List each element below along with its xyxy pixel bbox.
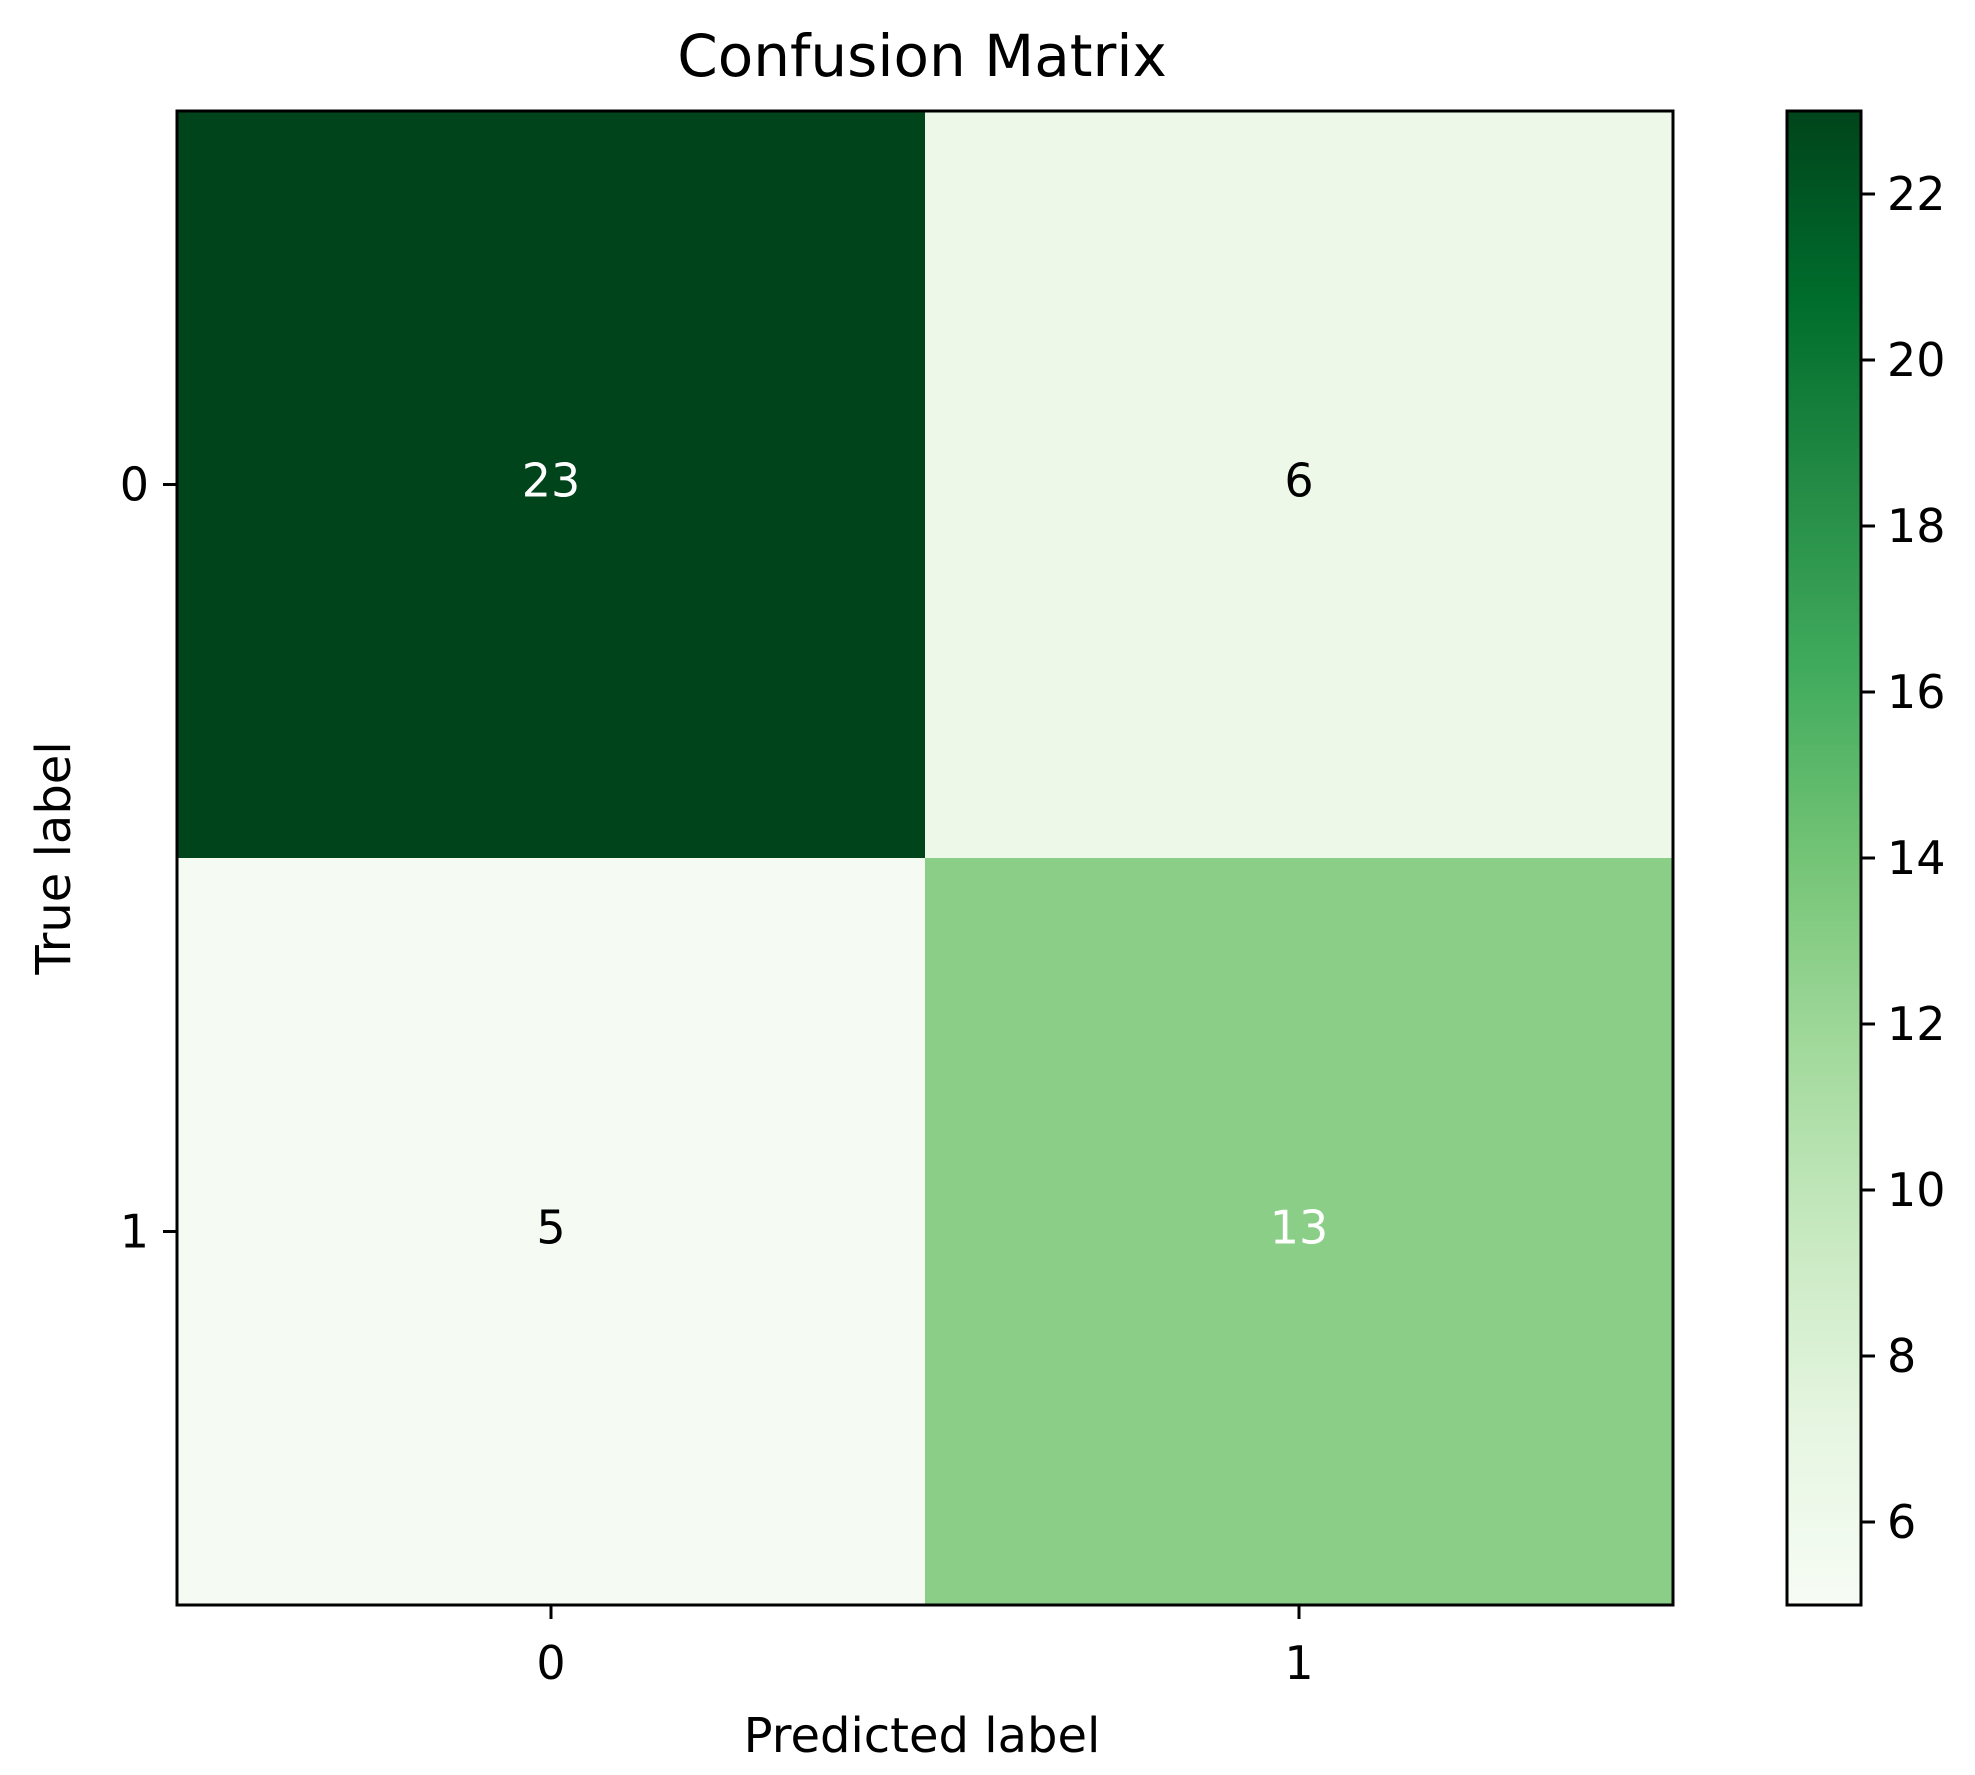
colorbar-tick-label-6: 18 xyxy=(1887,499,1946,553)
colorbar-tick-label-4: 14 xyxy=(1887,831,1946,885)
x-tick-label-1: 1 xyxy=(1284,1636,1313,1690)
chart-title: Confusion Matrix xyxy=(677,22,1167,90)
colorbar-tick-label-7: 20 xyxy=(1887,333,1946,387)
x-axis-label: Predicted label xyxy=(744,1708,1101,1764)
y-tick-label-1: 1 xyxy=(120,1205,149,1259)
colorbar-tick-label-5: 16 xyxy=(1887,665,1946,719)
cell-value-label-1-1: 13 xyxy=(1270,1201,1329,1255)
heatmap-cell-0-1 xyxy=(925,111,1674,859)
cell-value-label-0-1: 6 xyxy=(1284,454,1313,508)
x-tick-label-0: 0 xyxy=(536,1636,565,1690)
heatmap-cells xyxy=(177,111,1674,1606)
cell-value-label-0-0: 23 xyxy=(522,454,581,508)
heatmap-cell-labels: 23 6 5 13 xyxy=(522,454,1329,1255)
colorbar xyxy=(1785,109,1863,1607)
colorbar-ticks: 6 8 10 12 14 16 18 20 22 xyxy=(1861,167,1946,1549)
colorbar-tick-label-2: 10 xyxy=(1887,1163,1946,1217)
colorbar-tick-label-1: 8 xyxy=(1887,1329,1916,1383)
y-axis-ticks: 01 xyxy=(120,458,177,1259)
cell-value-label-1-0: 5 xyxy=(536,1201,565,1255)
colorbar-tick-label-0: 6 xyxy=(1887,1495,1916,1549)
heatmap-cell-1-0 xyxy=(177,858,926,1606)
heatmap-cell-0-0 xyxy=(177,111,926,859)
colorbar-tick-label-8: 22 xyxy=(1887,167,1946,221)
colorbar-tick-label-3: 12 xyxy=(1887,997,1946,1051)
heatmap-cell-1-1 xyxy=(925,858,1674,1606)
y-tick-label-0: 0 xyxy=(120,458,149,512)
y-axis-label: True label xyxy=(26,741,82,975)
plot-frame xyxy=(175,109,1675,1607)
